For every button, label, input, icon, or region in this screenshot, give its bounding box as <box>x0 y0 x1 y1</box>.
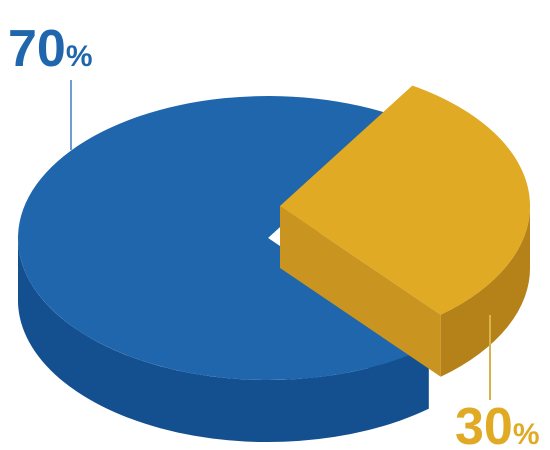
slice-30-side <box>440 203 531 377</box>
data-label-30: 30% <box>455 398 540 450</box>
data-label-30-number: 30 <box>455 398 513 450</box>
data-label-70-sign: % <box>66 40 93 73</box>
pie-tops <box>18 85 531 381</box>
data-label-70: 70% <box>8 20 93 78</box>
data-label-30-sign: % <box>513 418 540 450</box>
data-label-70-number: 70 <box>8 20 66 78</box>
slice-30-top <box>280 85 531 315</box>
slice-30-cut-face-end <box>280 206 441 377</box>
slice-70-side <box>17 235 429 443</box>
